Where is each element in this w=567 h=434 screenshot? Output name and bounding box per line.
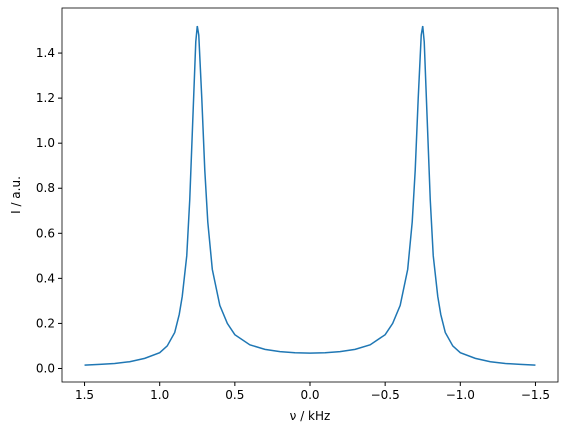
y-axis-label: I / a.u. [9,176,23,214]
x-tick-label: 0.0 [300,388,319,402]
x-tick-label: 1.5 [75,388,94,402]
y-tick-label: 0.8 [36,181,55,195]
y-tick-label: 0.0 [36,361,55,375]
x-tick-label: −1.5 [521,388,550,402]
x-tick-label: −1.0 [446,388,475,402]
line-series [84,25,536,366]
x-axis-label: ν / kHz [290,409,331,423]
y-tick-label: 0.2 [36,316,55,330]
y-tick-label: 0.6 [36,226,55,240]
y-tick-label: 1.4 [36,46,55,60]
x-tick-label: 1.0 [150,388,169,402]
y-tick-label: 1.2 [36,91,55,105]
y-tick-label: 1.0 [36,136,55,150]
x-tick-label: −0.5 [371,388,400,402]
x-tick-label: 0.5 [225,388,244,402]
plot-frame [61,7,559,383]
y-tick-label: 0.4 [36,271,55,285]
